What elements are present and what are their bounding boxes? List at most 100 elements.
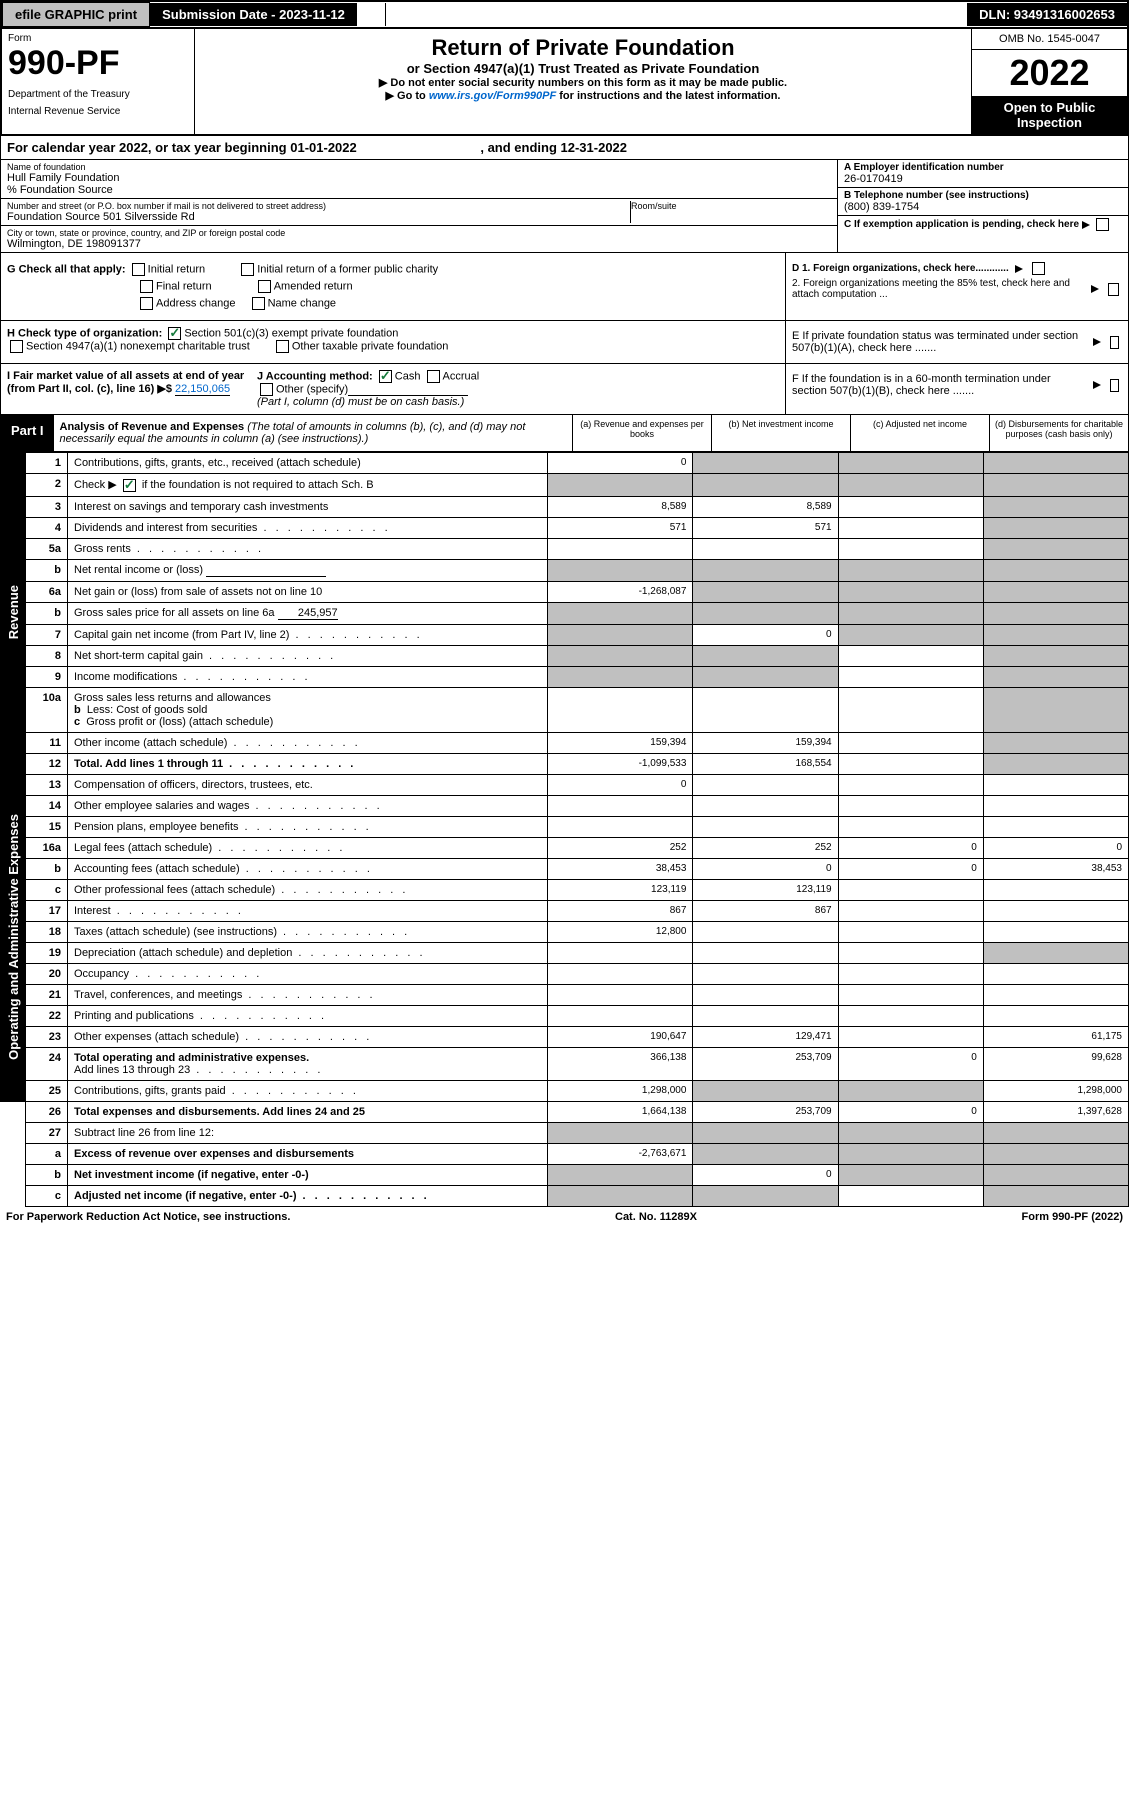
part1-header: Part I Analysis of Revenue and Expenses … [0,415,1129,452]
tax-year: 2022 [972,50,1127,96]
phone-label: B Telephone number (see instructions) [844,190,1122,201]
col-b-head: (b) Net investment income [711,415,850,451]
g-o5: Address change [156,297,236,309]
row-a: 123,119 [548,880,693,901]
g-name-change-cb[interactable] [252,297,265,310]
d1-label: D 1. Foreign organizations, check here..… [792,263,1009,274]
row-num: 15 [26,817,68,838]
row-d: 1,397,628 [983,1102,1128,1123]
row-b: 168,554 [693,754,838,775]
row-desc: Total. Add lines 1 through 11 [68,754,548,775]
calyear-end: 12-31-2022 [561,140,628,155]
address: Foundation Source 501 Silversside Rd [7,211,630,223]
row-a: 8,589 [548,497,693,518]
row-desc: Other professional fees (attach schedule… [68,880,548,901]
arrow-icon [1015,265,1023,273]
irs: Internal Revenue Service [8,106,188,117]
efile-print-button[interactable]: efile GRAPHIC print [2,2,150,27]
row-desc: Net investment income (if negative, ente… [68,1165,548,1186]
row-a: -1,268,087 [548,582,693,603]
goto-note: ▶ Go to www.irs.gov/Form990PF for instru… [205,89,961,102]
subdate-spacer [357,3,386,26]
row-desc: Gross sales less returns and allowancesb… [68,688,548,733]
row-a: 0 [548,453,693,474]
schb-checkbox[interactable] [123,479,136,492]
row-num: 25 [26,1081,68,1102]
j-accrual-cb[interactable] [427,370,440,383]
row-num: 3 [26,497,68,518]
g-o2: Initial return of a former public charit… [257,263,438,275]
row-b: 159,394 [693,733,838,754]
row-desc: Contributions, gifts, grants, etc., rece… [68,453,548,474]
g-final-return-cb[interactable] [140,280,153,293]
row-num: 22 [26,1006,68,1027]
room-label: Room/suite [631,201,831,211]
row-b: 0 [693,625,838,646]
goto-suffix: for instructions and the latest informat… [556,90,780,102]
g-label: G Check all that apply: [7,263,126,275]
f-checkbox[interactable] [1110,379,1119,392]
section-i-j-f: I Fair market value of all assets at end… [0,364,1129,415]
g-initial-former-cb[interactable] [241,263,254,276]
row-a: 252 [548,838,693,859]
g-amended-cb[interactable] [258,280,271,293]
footer-cat: Cat. No. 11289X [290,1211,1021,1223]
row-desc: Pension plans, employee benefits [68,817,548,838]
f-label: F If the foundation is in a 60-month ter… [792,373,1087,397]
city-label: City or town, state or province, country… [7,228,831,238]
ssn-note: ▶ Do not enter social security numbers o… [205,76,961,89]
row-desc: Net gain or (loss) from sale of assets n… [68,582,548,603]
row-a: 867 [548,901,693,922]
row-num: 23 [26,1027,68,1048]
e-checkbox[interactable] [1110,336,1119,349]
irs-link[interactable]: www.irs.gov/Form990PF [429,90,556,102]
row-desc: Other employee salaries and wages [68,796,548,817]
row-num: 26 [26,1102,68,1123]
h-other-cb[interactable] [276,340,289,353]
c-checkbox[interactable] [1096,218,1109,231]
dln: DLN: 93491316002653 [967,3,1127,26]
g-initial-return-cb[interactable] [132,263,145,276]
arrow-icon [1091,285,1099,293]
h-o3: Other taxable private foundation [292,340,449,352]
arrow-icon [1082,221,1090,229]
footer-left: For Paperwork Reduction Act Notice, see … [6,1211,290,1223]
row-d: 61,175 [983,1027,1128,1048]
j-cash-cb[interactable] [379,370,392,383]
row-desc: Printing and publications [68,1006,548,1027]
main-table: Revenue 1 Contributions, gifts, grants, … [0,452,1129,1207]
goto-prefix: ▶ Go to [386,90,429,102]
row-c: 0 [838,838,983,859]
h-4947-cb[interactable] [10,340,23,353]
row-desc: Total expenses and disbursements. Add li… [68,1102,548,1123]
row-a: 571 [548,518,693,539]
top-bar: efile GRAPHIC print Submission Date - 20… [0,0,1129,27]
row-desc: Interest on savings and temporary cash i… [68,497,548,518]
row-a: 159,394 [548,733,693,754]
row-d: 38,453 [983,859,1128,880]
row-num: 2 [26,474,68,497]
row-a: 1,298,000 [548,1081,693,1102]
row-b: 253,709 [693,1102,838,1123]
h-label: H Check type of organization: [7,327,162,339]
d2-checkbox[interactable] [1108,283,1119,296]
row-desc: Other expenses (attach schedule) [68,1027,548,1048]
row-desc: Contributions, gifts, grants paid [68,1081,548,1102]
g-address-change-cb[interactable] [140,297,153,310]
row-desc: Gross rents [68,539,548,560]
row-b: 867 [693,901,838,922]
row-b: 8,589 [693,497,838,518]
calendar-year-row: For calendar year 2022, or tax year begi… [0,136,1129,160]
row-a: 1,664,138 [548,1102,693,1123]
expenses-tab: Operating and Administrative Expenses [1,775,26,1102]
h-501c3-cb[interactable] [168,327,181,340]
i-value[interactable]: 22,150,065 [175,383,230,396]
j-other-cb[interactable] [260,383,273,396]
j-cash: Cash [395,370,421,382]
j-accrual: Accrual [443,370,480,382]
row-desc: Income modifications [68,667,548,688]
d1-checkbox[interactable] [1032,262,1045,275]
h-o1: Section 501(c)(3) exempt private foundat… [184,327,398,339]
form-title: Return of Private Foundation [205,35,961,61]
row-desc: Gross sales price for all assets on line… [68,603,548,625]
